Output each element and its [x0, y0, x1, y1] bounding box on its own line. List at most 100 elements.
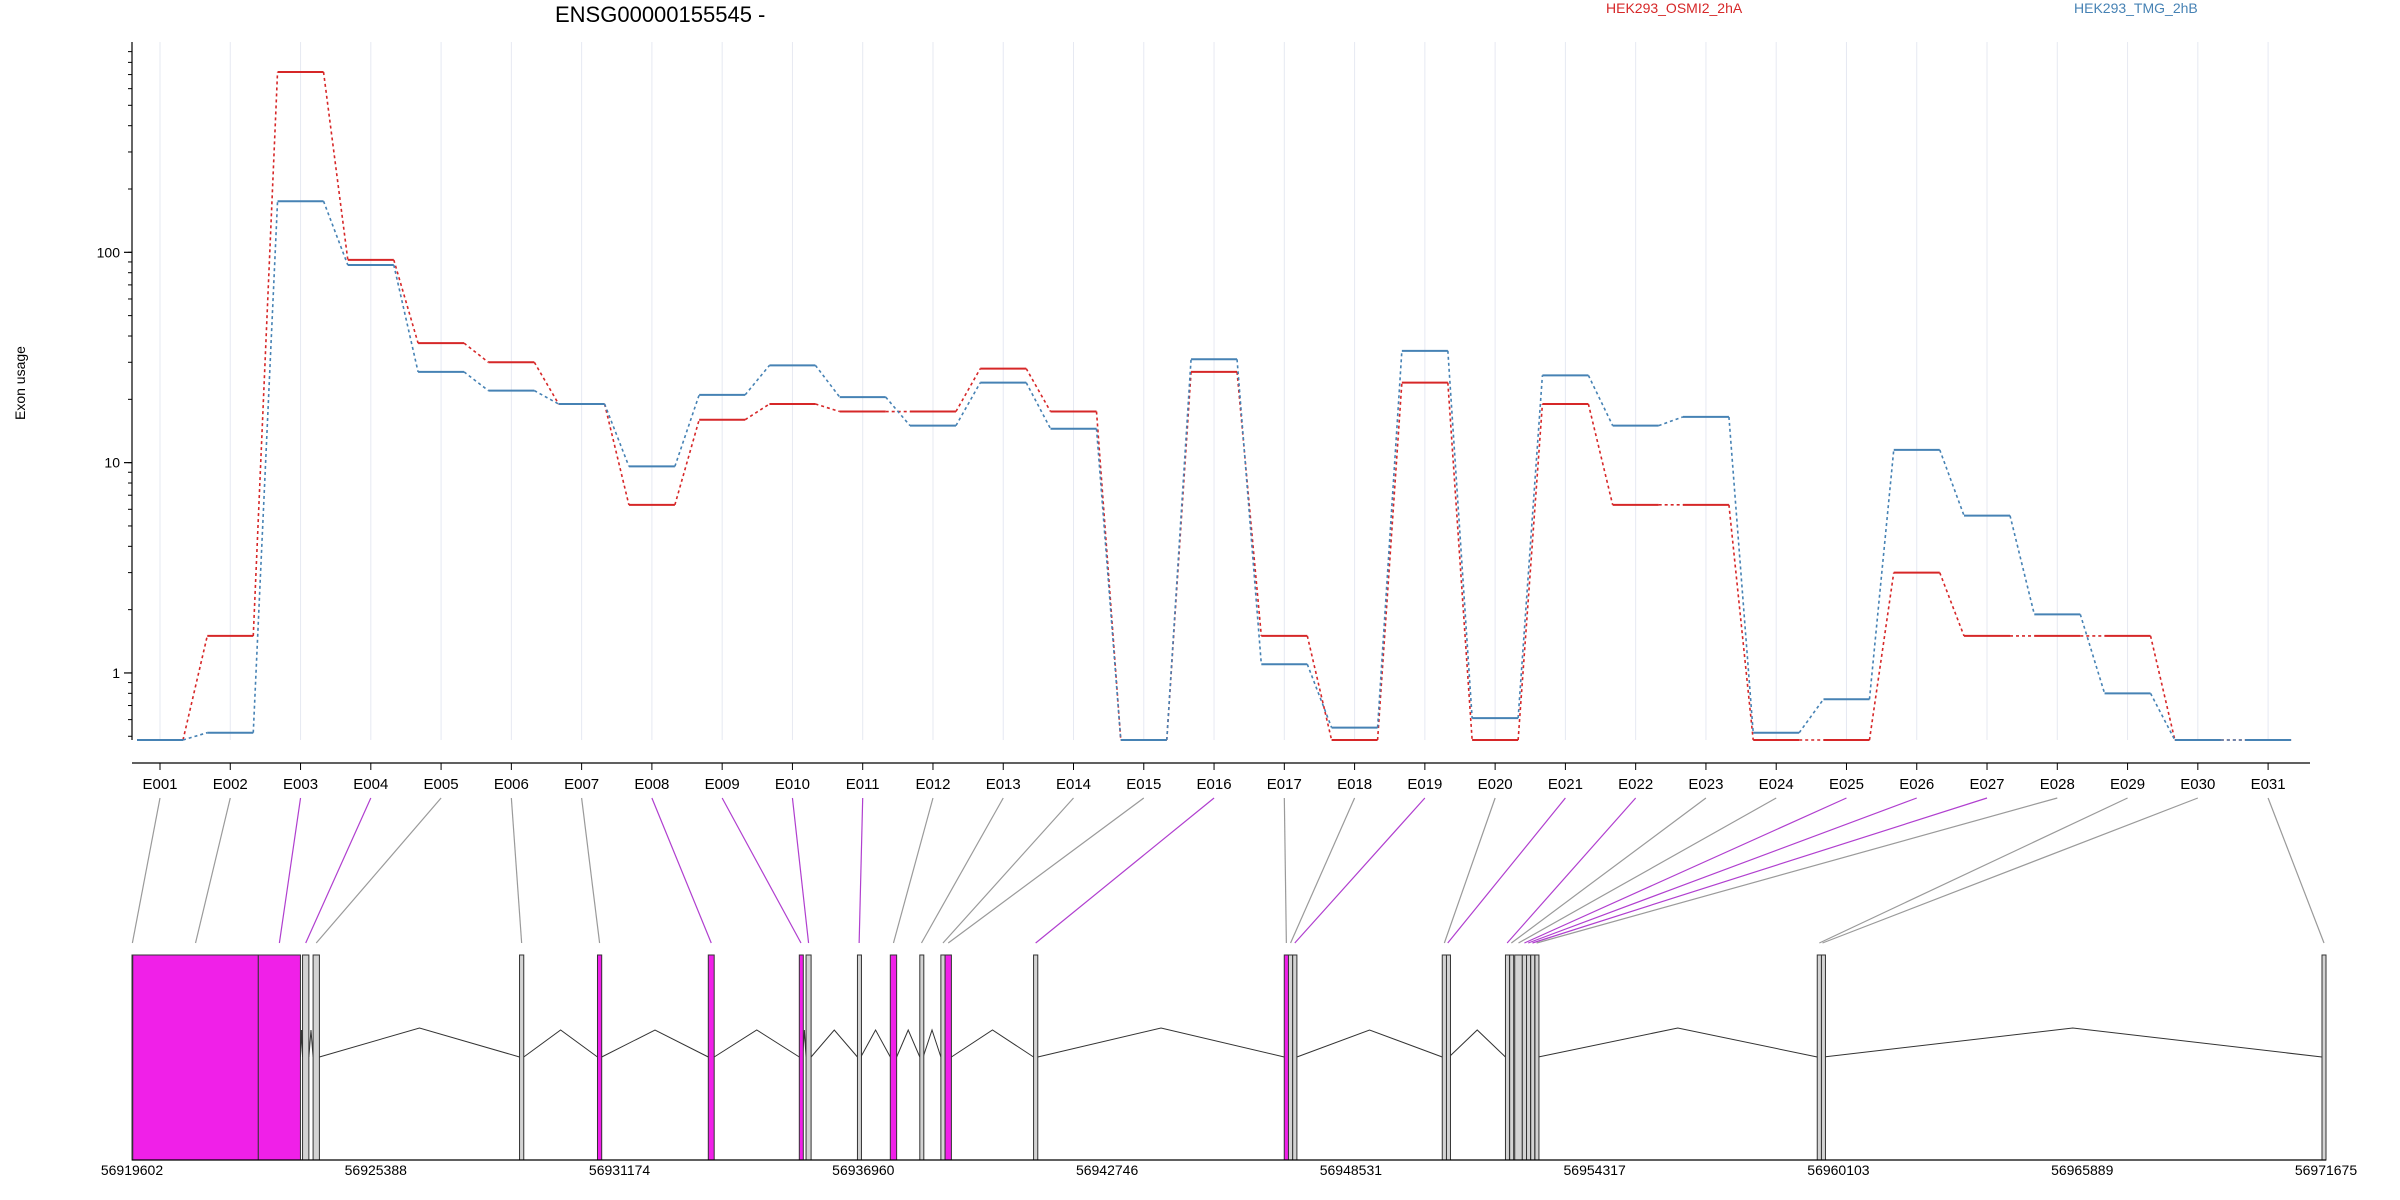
intron-line	[1296, 1029, 1443, 1058]
series-connector	[393, 259, 419, 344]
exon-connector	[1518, 797, 1777, 944]
series-connector	[603, 403, 630, 467]
exon-connector	[194, 797, 231, 944]
exon-box	[856, 954, 862, 1161]
exon-connector	[920, 797, 1004, 944]
series-connector	[1306, 635, 1333, 741]
exon-connector	[581, 797, 601, 944]
intron-line	[896, 1028, 921, 1058]
exon-box	[1521, 954, 1528, 1161]
exon-connector	[858, 797, 864, 944]
y-tick-label: 10	[104, 455, 120, 471]
series-connector	[1938, 449, 1965, 516]
genome-tick-label: 56971675	[2295, 1162, 2358, 1178]
series-connector	[1376, 382, 1403, 741]
y-minor-ticks	[128, 51, 132, 737]
series-connector	[1517, 375, 1544, 719]
series-connector	[182, 635, 209, 741]
exon-connector	[1524, 797, 1847, 944]
intron-line	[308, 1029, 314, 1058]
x-tick-label: E003	[283, 776, 318, 793]
x-tick-label: E027	[1969, 776, 2004, 793]
x-tick-label: E004	[353, 776, 388, 793]
exon-box	[302, 954, 310, 1161]
exon-box	[1287, 954, 1294, 1161]
series-connector	[533, 389, 560, 405]
exon-box	[1526, 954, 1532, 1161]
exon-box	[944, 954, 952, 1161]
exon-connector	[1819, 797, 2128, 944]
exon-connector	[892, 797, 934, 944]
exon-connector	[510, 797, 523, 944]
series-connector	[182, 731, 208, 741]
series-connector	[815, 403, 840, 413]
introns	[299, 1027, 2323, 1058]
x-tick-label: E007	[564, 776, 599, 793]
exon-connector	[305, 797, 372, 944]
series-connector	[744, 403, 770, 421]
series-connector	[814, 364, 841, 398]
exon-connector	[1506, 797, 1637, 944]
series-2-line	[137, 200, 2292, 741]
x-tick-label: E026	[1899, 776, 1934, 793]
exon-box	[132, 954, 259, 1161]
exon-connector	[651, 797, 712, 944]
x-tick-label: E018	[1337, 776, 1372, 793]
exon-box	[1441, 954, 1447, 1161]
genome-tick-label: 56965889	[2051, 1162, 2114, 1178]
x-tick-label: E030	[2180, 776, 2215, 793]
x-tick-label: E014	[1056, 776, 1091, 793]
exon-box	[1445, 954, 1451, 1161]
series-connector	[1517, 403, 1544, 741]
series-connector	[674, 394, 700, 467]
genome-tick-label: 56925388	[345, 1162, 408, 1178]
x-tick-label: E013	[986, 776, 1021, 793]
exon-box	[798, 954, 804, 1161]
exon-box	[805, 954, 812, 1161]
exon-box	[1514, 954, 1523, 1161]
exon-box	[1509, 954, 1515, 1161]
exon-box	[596, 954, 603, 1161]
intron-line	[1538, 1027, 1818, 1058]
x-tick-label: E019	[1407, 776, 1442, 793]
series-connector	[1939, 572, 1965, 637]
exon-connector	[791, 797, 810, 944]
series-connector	[1728, 416, 1755, 733]
exon-box	[889, 954, 898, 1161]
series-connector	[1658, 416, 1684, 427]
exon-connector	[1536, 797, 2058, 944]
x-tick-label: E011	[846, 776, 880, 793]
exon-connector	[721, 797, 802, 944]
exon-connector	[131, 797, 161, 944]
series-connector	[744, 364, 771, 396]
x-tick-label: E017	[1267, 776, 1302, 793]
exon-connector	[315, 797, 442, 944]
series-connector	[603, 403, 630, 506]
genome-tick-label: 56960103	[1807, 1162, 1870, 1178]
x-tick-label: E023	[1688, 776, 1723, 793]
legend-series-2: HEK293_TMG_2hB	[2074, 0, 2198, 16]
vertical-grid	[159, 42, 2269, 740]
x-tick-label: E010	[775, 776, 810, 793]
x-tick-label: E015	[1126, 776, 1161, 793]
x-tick-label: E002	[213, 776, 248, 793]
genome-tick-label: 56954317	[1564, 1162, 1627, 1178]
series-connector	[1447, 350, 1473, 719]
series-connector	[1587, 403, 1614, 506]
series-connector	[674, 419, 700, 506]
exon-connector	[947, 797, 1145, 944]
intron-line	[1037, 1027, 1285, 1058]
series-connector	[463, 342, 489, 363]
exon-box	[940, 954, 946, 1161]
exon-connector	[1447, 797, 1566, 944]
series-connector	[1165, 359, 1192, 741]
genome-tick-label: 56931174	[589, 1162, 650, 1178]
intron-line	[810, 1029, 858, 1058]
series-connector	[955, 368, 981, 412]
genome-tick-label: 56936960	[832, 1162, 895, 1178]
exon-box	[2321, 954, 2327, 1161]
series-connector	[1306, 663, 1333, 728]
intron-line	[523, 1029, 598, 1058]
exon-box	[1530, 954, 1536, 1161]
